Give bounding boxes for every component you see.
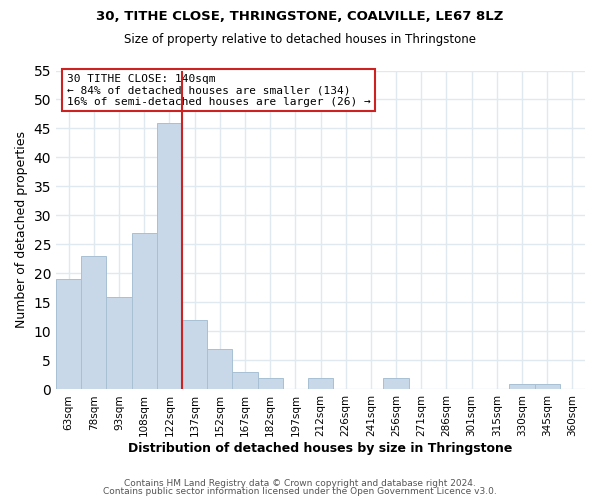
Text: Contains HM Land Registry data © Crown copyright and database right 2024.: Contains HM Land Registry data © Crown c… — [124, 478, 476, 488]
Text: 30, TITHE CLOSE, THRINGSTONE, COALVILLE, LE67 8LZ: 30, TITHE CLOSE, THRINGSTONE, COALVILLE,… — [97, 10, 503, 23]
Bar — [535, 384, 560, 390]
Bar — [383, 378, 409, 390]
Bar — [131, 233, 157, 390]
Y-axis label: Number of detached properties: Number of detached properties — [15, 132, 28, 328]
X-axis label: Distribution of detached houses by size in Thringstone: Distribution of detached houses by size … — [128, 442, 513, 455]
Bar — [81, 256, 106, 390]
Bar — [308, 378, 333, 390]
Bar — [207, 349, 232, 390]
Text: Size of property relative to detached houses in Thringstone: Size of property relative to detached ho… — [124, 32, 476, 46]
Bar — [157, 122, 182, 390]
Bar — [509, 384, 535, 390]
Bar — [56, 280, 81, 390]
Bar — [257, 378, 283, 390]
Bar — [182, 320, 207, 390]
Bar — [232, 372, 257, 390]
Text: Contains public sector information licensed under the Open Government Licence v3: Contains public sector information licen… — [103, 488, 497, 496]
Text: 30 TITHE CLOSE: 140sqm
← 84% of detached houses are smaller (134)
16% of semi-de: 30 TITHE CLOSE: 140sqm ← 84% of detached… — [67, 74, 370, 107]
Bar — [106, 296, 131, 390]
